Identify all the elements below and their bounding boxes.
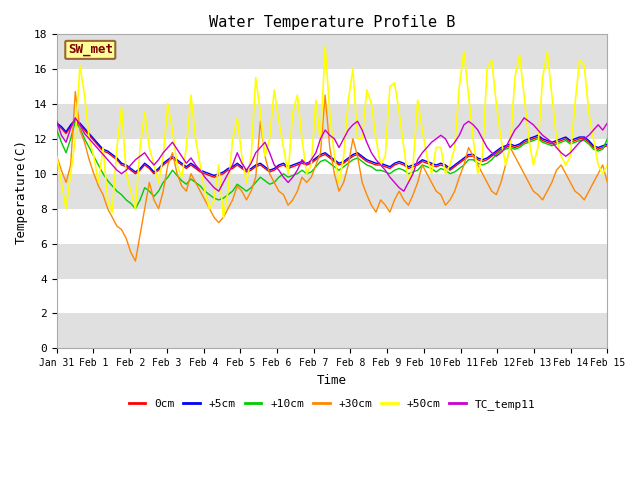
+30cm [211, 215, 218, 220]
+30cm [132, 258, 140, 264]
+30cm [53, 153, 61, 159]
+30cm [178, 183, 186, 189]
Line: 0cm: 0cm [57, 121, 607, 177]
Title: Water Temperature Profile B: Water Temperature Profile B [209, 15, 455, 30]
Bar [57, 104, 607, 139]
0cm [367, 160, 375, 166]
+50cm [442, 171, 449, 177]
+50cm [595, 162, 602, 168]
Y-axis label: Temperature(C): Temperature(C) [15, 139, 28, 244]
0cm [442, 164, 449, 169]
+50cm [53, 153, 61, 159]
+10cm [53, 127, 61, 133]
TC_temp11 [72, 115, 79, 120]
Text: SW_met: SW_met [68, 43, 113, 56]
+5cm [497, 144, 505, 150]
+50cm [220, 215, 227, 220]
0cm [205, 173, 213, 179]
+50cm [367, 101, 375, 107]
+5cm [595, 144, 602, 150]
+50cm [497, 136, 505, 142]
+5cm [604, 141, 611, 147]
+10cm [132, 206, 140, 212]
+50cm [321, 43, 329, 49]
+5cm [442, 162, 449, 168]
TC_temp11 [205, 180, 213, 185]
+10cm [178, 178, 186, 183]
TC_temp11 [604, 120, 611, 126]
+5cm [211, 173, 218, 179]
+30cm [497, 180, 505, 185]
+10cm [211, 195, 218, 201]
+10cm [604, 136, 611, 142]
Bar [57, 174, 607, 209]
Bar [57, 313, 607, 348]
Bar [57, 209, 607, 243]
TC_temp11 [215, 188, 223, 194]
Line: +50cm: +50cm [57, 46, 607, 217]
Bar [57, 243, 607, 278]
0cm [497, 146, 505, 152]
+30cm [442, 202, 449, 208]
+30cm [604, 180, 611, 185]
Line: +30cm: +30cm [57, 92, 607, 261]
Legend: 0cm, +5cm, +10cm, +30cm, +50cm, TC_temp11: 0cm, +5cm, +10cm, +30cm, +50cm, TC_temp1… [124, 395, 540, 415]
TC_temp11 [173, 146, 181, 152]
+5cm [173, 157, 181, 163]
+30cm [595, 171, 602, 177]
+50cm [201, 188, 209, 194]
TC_temp11 [442, 136, 449, 142]
TC_temp11 [53, 119, 61, 124]
+5cm [72, 117, 79, 122]
0cm [53, 122, 61, 128]
+50cm [168, 127, 176, 133]
0cm [604, 143, 611, 149]
+5cm [205, 171, 213, 177]
+10cm [72, 119, 79, 124]
Line: +5cm: +5cm [57, 120, 607, 176]
+50cm [604, 162, 611, 168]
+10cm [442, 168, 449, 173]
+30cm [72, 89, 79, 95]
+5cm [53, 120, 61, 126]
Bar [57, 278, 607, 313]
0cm [211, 174, 218, 180]
0cm [595, 146, 602, 152]
Bar [57, 69, 607, 104]
Bar [57, 139, 607, 174]
TC_temp11 [367, 150, 375, 156]
+10cm [497, 148, 505, 154]
+5cm [367, 158, 375, 164]
0cm [72, 119, 79, 124]
X-axis label: Time: Time [317, 373, 347, 387]
TC_temp11 [497, 150, 505, 156]
+30cm [367, 202, 375, 208]
Bar [57, 34, 607, 69]
0cm [173, 158, 181, 164]
Line: +10cm: +10cm [57, 121, 607, 209]
Line: TC_temp11: TC_temp11 [57, 118, 607, 191]
TC_temp11 [595, 122, 602, 128]
+10cm [367, 164, 375, 169]
+10cm [595, 148, 602, 154]
